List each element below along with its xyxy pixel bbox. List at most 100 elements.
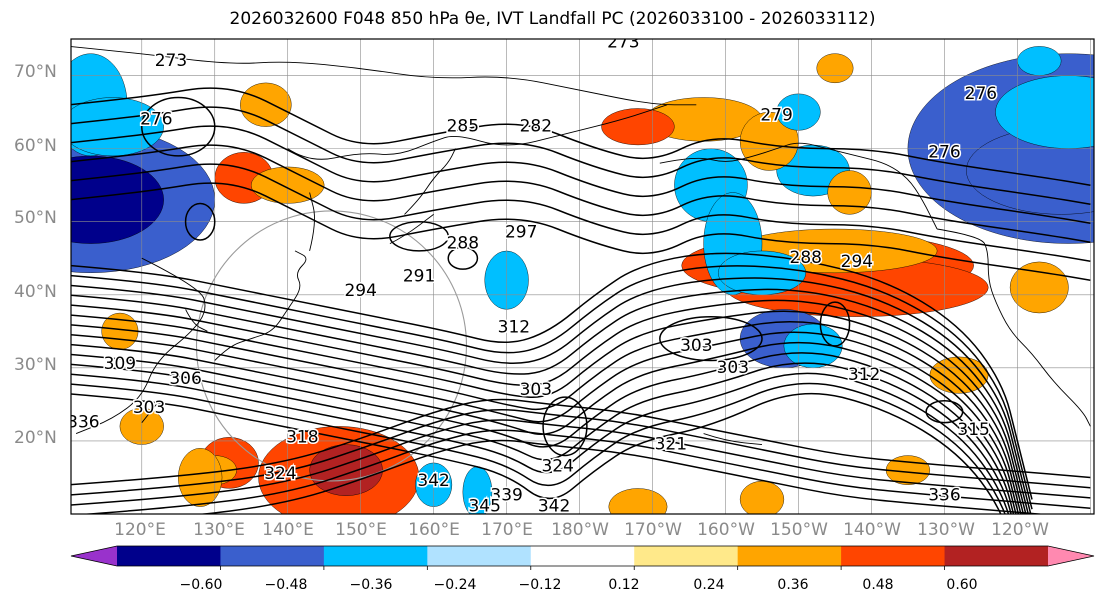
theta-e-contour	[71, 341, 1017, 514]
theta-e-contour	[79, 429, 1091, 514]
lat-label-50: 50°N	[14, 208, 57, 228]
colorbar-tick-label: 0.12	[608, 577, 640, 593]
map-frame	[70, 38, 1095, 515]
lon-label-120e: 120°E	[114, 520, 166, 540]
colorbar-segment	[117, 546, 221, 566]
pc-anomaly-blob	[739, 480, 785, 514]
lon-label-160e: 160°E	[408, 520, 460, 540]
contour-label: 273	[607, 33, 639, 53]
contour-label: 303	[717, 358, 749, 378]
contour-label: 342	[417, 471, 449, 491]
colorbar-tick-label: 0.36	[777, 577, 809, 593]
theta-e-closed-contour	[184, 202, 216, 241]
colorbar-segment	[944, 546, 1049, 566]
contour-label: 288	[447, 234, 479, 254]
contour-label: 342	[538, 497, 570, 517]
colorbar-extend-low	[71, 546, 117, 566]
lon-label-120w: 120°W	[991, 520, 1049, 540]
lon-label-160w: 160°W	[697, 520, 755, 540]
theta-e-contour	[71, 265, 1033, 510]
lon-label-170e: 170°E	[481, 520, 533, 540]
lat-label-30: 30°N	[14, 355, 57, 375]
contour-label: 285	[447, 117, 479, 137]
colorbar-tick-label: −0.24	[433, 577, 477, 593]
lon-label-150e: 150°E	[335, 520, 387, 540]
contour-label: 303	[133, 398, 165, 418]
colorbar	[70, 545, 1095, 570]
theta-e-closed-contour	[389, 220, 450, 252]
pc-anomaly-blob	[71, 97, 164, 157]
theta-e-contour	[71, 288, 1030, 514]
colorbar-segment	[530, 546, 635, 566]
theta-e-closed-contour	[542, 396, 588, 457]
theta-e-contour	[71, 310, 1025, 514]
theta-e-contour	[71, 163, 1091, 262]
contour-label: 297	[505, 223, 537, 243]
contour-label: 318	[286, 427, 318, 447]
coastline	[185, 309, 208, 332]
theta-e-contour	[71, 144, 1091, 243]
colorbar-tick-label: −0.48	[264, 577, 308, 593]
coastline	[389, 214, 434, 245]
colorbar-segment	[220, 546, 325, 566]
lat-label-20: 20°N	[14, 428, 57, 448]
pc-anomaly-blob	[827, 170, 872, 215]
coastline	[937, 228, 1091, 427]
graticule	[71, 39, 1094, 514]
contour-label: 276	[140, 109, 172, 129]
theta-e-contour	[71, 321, 1022, 514]
coastline	[404, 148, 456, 215]
contour-label: 309	[104, 354, 136, 374]
pc-anomaly-blob	[1017, 46, 1062, 76]
theta-e-closed-contour	[141, 96, 216, 157]
colorbar-segment	[323, 546, 428, 566]
contour-label: 312	[498, 318, 530, 338]
colorbar-outline	[70, 545, 1095, 567]
pc-anomaly-blob	[178, 448, 223, 507]
theta-e-contour	[71, 398, 1091, 486]
colorbar-segment	[427, 546, 532, 566]
contour-label: 315	[957, 420, 989, 440]
contour-label: 294	[344, 281, 376, 301]
contour-label: 273	[155, 51, 187, 71]
colorbar-tick-label: −0.12	[518, 577, 562, 593]
theta-e-contour	[71, 352, 1015, 514]
theta-e-contour	[71, 277, 1032, 514]
theta-e-contour	[71, 182, 1091, 281]
pc-anomaly-blob	[240, 82, 292, 127]
theta-e-contour	[71, 106, 1091, 205]
coastline	[703, 433, 763, 446]
lon-label-150w: 150°W	[770, 520, 828, 540]
theta-e-contour	[71, 299, 1027, 514]
colorbar-segment	[634, 546, 739, 566]
coastlines	[71, 46, 1091, 446]
theta-e-contour	[71, 331, 1020, 514]
colorbar-tick-label: −0.36	[349, 577, 393, 593]
contour-label: 345	[468, 497, 500, 517]
lon-label-140w: 140°W	[843, 520, 901, 540]
contour-label: 288	[790, 248, 822, 268]
contour-label: 276	[965, 84, 997, 104]
theta-e-closed-contour	[819, 301, 851, 347]
colorbar-segment	[841, 546, 946, 566]
theta-e-contour	[71, 125, 1091, 224]
coastline	[309, 192, 315, 252]
contour-label: 303	[520, 380, 552, 400]
lon-label-140e: 140°E	[262, 520, 314, 540]
lon-label-130w: 130°W	[917, 520, 975, 540]
theta-e-contour	[197, 439, 1048, 514]
theta-e-contour	[71, 382, 1006, 514]
contour-label: 306	[169, 369, 201, 389]
lon-label-170w: 170°W	[624, 520, 682, 540]
theta-e-contour	[71, 392, 1002, 514]
contour-label: 291	[403, 267, 435, 287]
contour-label: 324	[541, 457, 573, 477]
lon-label-130e: 130°E	[193, 520, 245, 540]
theta-e-closed-contour	[925, 399, 964, 424]
contour-label: 339	[490, 486, 522, 506]
contour-label: 282	[520, 117, 552, 137]
lat-label-60: 60°N	[14, 136, 57, 156]
colorbar-extend-high	[1048, 546, 1094, 566]
map-title: 2026032600 F048 850 hPa θe, IVT Landfall…	[229, 9, 876, 29]
coastline	[214, 250, 307, 361]
